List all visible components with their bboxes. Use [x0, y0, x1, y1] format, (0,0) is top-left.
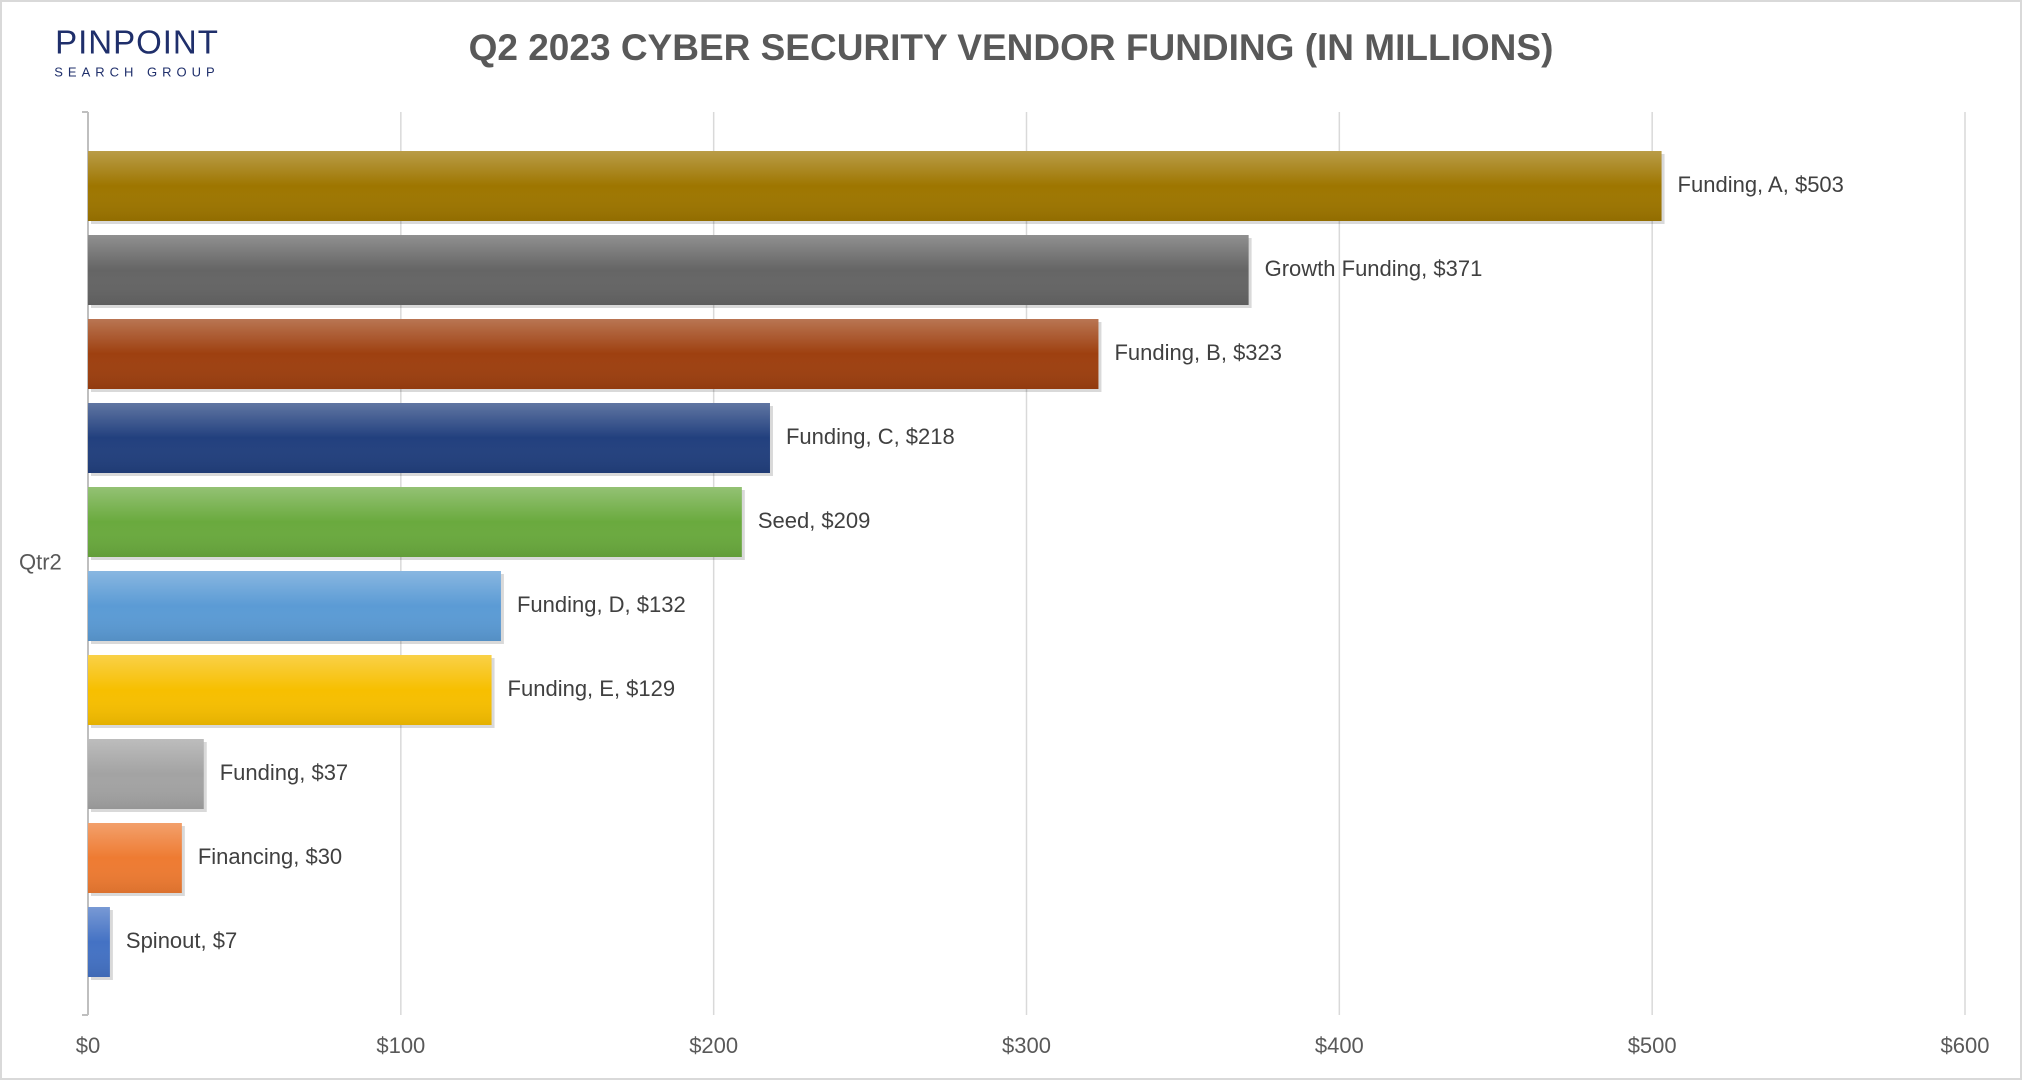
data-label: Spinout, $7 [126, 928, 237, 953]
bar-shine [88, 319, 1099, 389]
bar-shine [88, 907, 110, 977]
bar-shine [88, 823, 182, 893]
logo-tagline: SEARCH GROUP [54, 64, 219, 79]
data-label: Funding, D, $132 [517, 592, 686, 617]
x-tick-label: $200 [689, 1033, 738, 1058]
data-label: Funding, E, $129 [508, 676, 676, 701]
data-label: Funding, B, $323 [1114, 340, 1282, 365]
bar-shine [88, 571, 501, 641]
y-tick-label: Qtr2 [19, 549, 62, 574]
x-tick-label: $100 [376, 1033, 425, 1058]
data-label: Funding, C, $218 [786, 424, 955, 449]
bar-shine [88, 655, 492, 725]
data-label: Growth Funding, $371 [1265, 256, 1483, 281]
bar-shine [88, 739, 204, 809]
bar-shine [88, 151, 1662, 221]
x-tick-label: $300 [1002, 1033, 1051, 1058]
x-tick-label: $400 [1315, 1033, 1364, 1058]
bar-shine [88, 403, 770, 473]
x-tick-label: $600 [1941, 1033, 1990, 1058]
logo-name: PINPOINT [55, 24, 219, 61]
bar-shine [88, 235, 1249, 305]
data-label: Seed, $209 [758, 508, 871, 533]
x-tick-label: $500 [1628, 1033, 1677, 1058]
data-label: Financing, $30 [198, 844, 342, 869]
data-label: Funding, $37 [220, 760, 348, 785]
data-label: Funding, A, $503 [1678, 172, 1844, 197]
x-tick-label: $0 [76, 1033, 100, 1058]
bar-shine [88, 487, 742, 557]
chart-title: Q2 2023 CYBER SECURITY VENDOR FUNDING (I… [469, 27, 1554, 68]
